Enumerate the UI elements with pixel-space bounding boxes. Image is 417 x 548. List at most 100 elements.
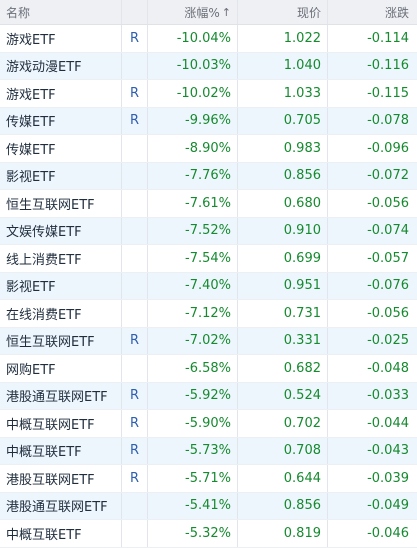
change-cell: -0.116 bbox=[367, 58, 409, 74]
etf-name-cell: 游戏ETF bbox=[0, 80, 122, 107]
change-cell: -0.057 bbox=[367, 250, 409, 266]
column-header-price[interactable]: 现价 bbox=[238, 0, 328, 24]
margin-flag-cell: R bbox=[122, 410, 148, 437]
table-row[interactable]: 影视ETF -7.76% 0.856 -0.072 bbox=[0, 162, 417, 190]
price-cell: 0.708 bbox=[238, 437, 328, 464]
table-row[interactable]: 港股通互联网ETF -5.41% 0.856 -0.049 bbox=[0, 492, 417, 520]
change-pct-cell: -7.52% bbox=[148, 217, 238, 244]
margin-flag-cell: R bbox=[122, 382, 148, 409]
margin-flag-cell: R bbox=[122, 107, 148, 134]
change-cell: -0.078 bbox=[367, 113, 409, 129]
change-cell: -0.025 bbox=[367, 333, 409, 349]
price-cell: 1.022 bbox=[238, 25, 328, 52]
change-pct-cell: -7.76% bbox=[148, 162, 238, 189]
table-row[interactable]: 中概互联ETF R -5.73% 0.708 -0.043 bbox=[0, 437, 417, 465]
column-header-price-label: 现价 bbox=[296, 5, 321, 20]
price-cell: 0.983 bbox=[238, 135, 328, 162]
change-cell: -0.096 bbox=[367, 140, 409, 156]
column-header-change-pct[interactable]: 涨幅% ↑ bbox=[148, 0, 238, 24]
change-pct-cell: -10.03% bbox=[148, 52, 238, 79]
price-cell: 0.699 bbox=[238, 245, 328, 272]
table-body: 游戏ETF R -10.04% 1.022 -0.114 游戏动漫ETF -10.03% 1.… bbox=[0, 25, 417, 548]
change-pct-cell: -7.54% bbox=[148, 245, 238, 272]
etf-name-cell: 传媒ETF bbox=[0, 135, 122, 162]
table-row[interactable]: 文娱传媒ETF -7.52% 0.910 -0.074 bbox=[0, 217, 417, 245]
table-row[interactable]: 恒生互联网ETF R -7.02% 0.331 -0.025 bbox=[0, 327, 417, 355]
table-row[interactable]: 在线消费ETF -7.12% 0.731 -0.056 bbox=[0, 300, 417, 328]
margin-flag-cell: R bbox=[122, 80, 148, 107]
etf-name-cell: 港股通互联网ETF bbox=[0, 382, 122, 409]
price-cell: 0.910 bbox=[238, 217, 328, 244]
price-cell: 0.819 bbox=[238, 520, 328, 547]
etf-name-cell: 文娱传媒ETF bbox=[0, 217, 122, 244]
change-cell: -0.056 bbox=[367, 305, 409, 321]
change-pct-cell: -5.90% bbox=[148, 410, 238, 437]
price-cell: 0.856 bbox=[238, 492, 328, 519]
table-row[interactable]: 港股通互联网ETF R -5.92% 0.524 -0.033 bbox=[0, 382, 417, 410]
table-row[interactable]: 游戏ETF R -10.02% 1.033 -0.115 bbox=[0, 80, 417, 108]
change-pct-cell: -5.73% bbox=[148, 437, 238, 464]
margin-flag-cell bbox=[122, 492, 148, 519]
etf-name-cell: 网购ETF bbox=[0, 355, 122, 382]
etf-name-cell: 传媒ETF bbox=[0, 107, 122, 134]
table-row[interactable]: 线上消费ETF -7.54% 0.699 -0.057 bbox=[0, 245, 417, 273]
margin-flag-cell: R bbox=[122, 465, 148, 492]
margin-flag-cell bbox=[122, 135, 148, 162]
change-cell: -0.046 bbox=[367, 525, 409, 541]
change-pct-cell: -9.96% bbox=[148, 107, 238, 134]
etf-name-cell: 在线消费ETF bbox=[0, 300, 122, 327]
margin-flag-cell bbox=[122, 300, 148, 327]
margin-flag-cell bbox=[122, 162, 148, 189]
margin-flag-cell: R bbox=[122, 327, 148, 354]
sort-ascending-icon[interactable]: ↑ bbox=[221, 5, 231, 19]
etf-name-cell: 线上消费ETF bbox=[0, 245, 122, 272]
change-cell: -0.072 bbox=[367, 168, 409, 184]
table-row[interactable]: 中概互联网ETF R -5.90% 0.702 -0.044 bbox=[0, 410, 417, 438]
change-cell: -0.076 bbox=[367, 278, 409, 294]
price-cell: 0.331 bbox=[238, 327, 328, 354]
price-cell: 0.524 bbox=[238, 382, 328, 409]
etf-name-cell: 港股通互联网ETF bbox=[0, 492, 122, 519]
change-pct-cell: -7.61% bbox=[148, 190, 238, 217]
column-header-change[interactable]: 涨跌 bbox=[328, 0, 417, 24]
table-row[interactable]: 网购ETF -6.58% 0.682 -0.048 bbox=[0, 355, 417, 383]
change-pct-cell: -8.90% bbox=[148, 135, 238, 162]
margin-flag-cell: R bbox=[122, 437, 148, 464]
etf-name-cell: 游戏ETF bbox=[0, 25, 122, 52]
table-row[interactable]: 港股互联网ETF R -5.71% 0.644 -0.039 bbox=[0, 465, 417, 493]
table-row[interactable]: 传媒ETF R -9.96% 0.705 -0.078 bbox=[0, 107, 417, 135]
change-pct-cell: -7.12% bbox=[148, 300, 238, 327]
table-header: 名称 涨幅% ↑ 现价 涨跌 bbox=[0, 0, 417, 25]
change-cell: -0.056 bbox=[367, 195, 409, 211]
change-pct-cell: -5.71% bbox=[148, 465, 238, 492]
table-row[interactable]: 中概互联ETF -5.32% 0.819 -0.046 bbox=[0, 520, 417, 548]
etf-name-cell: 影视ETF bbox=[0, 272, 122, 299]
price-cell: 1.033 bbox=[238, 80, 328, 107]
table-row[interactable]: 影视ETF -7.40% 0.951 -0.076 bbox=[0, 272, 417, 300]
margin-flag-cell bbox=[122, 245, 148, 272]
change-pct-cell: -5.32% bbox=[148, 520, 238, 547]
change-cell: -0.033 bbox=[367, 388, 409, 404]
price-cell: 0.951 bbox=[238, 272, 328, 299]
price-cell: 0.682 bbox=[238, 355, 328, 382]
etf-name-cell: 中概互联ETF bbox=[0, 437, 122, 464]
table-row[interactable]: 恒生互联网ETF -7.61% 0.680 -0.056 bbox=[0, 190, 417, 218]
etf-name-cell: 游戏动漫ETF bbox=[0, 52, 122, 79]
etf-name-cell: 中概互联ETF bbox=[0, 520, 122, 547]
etf-name-cell: 影视ETF bbox=[0, 162, 122, 189]
table-row[interactable]: 传媒ETF -8.90% 0.983 -0.096 bbox=[0, 135, 417, 163]
margin-flag-cell: R bbox=[122, 25, 148, 52]
change-pct-cell: -7.40% bbox=[148, 272, 238, 299]
change-cell: -0.049 bbox=[367, 498, 409, 514]
table-row[interactable]: 游戏ETF R -10.04% 1.022 -0.114 bbox=[0, 25, 417, 53]
change-pct-cell: -10.04% bbox=[148, 25, 238, 52]
margin-flag-cell bbox=[122, 52, 148, 79]
change-cell: -0.043 bbox=[367, 443, 409, 459]
price-cell: 0.856 bbox=[238, 162, 328, 189]
table-row[interactable]: 游戏动漫ETF -10.03% 1.040 -0.116 bbox=[0, 52, 417, 80]
column-header-name[interactable]: 名称 bbox=[0, 0, 122, 24]
change-cell: -0.039 bbox=[367, 470, 409, 486]
etf-name-cell: 港股互联网ETF bbox=[0, 465, 122, 492]
change-pct-cell: -5.92% bbox=[148, 382, 238, 409]
